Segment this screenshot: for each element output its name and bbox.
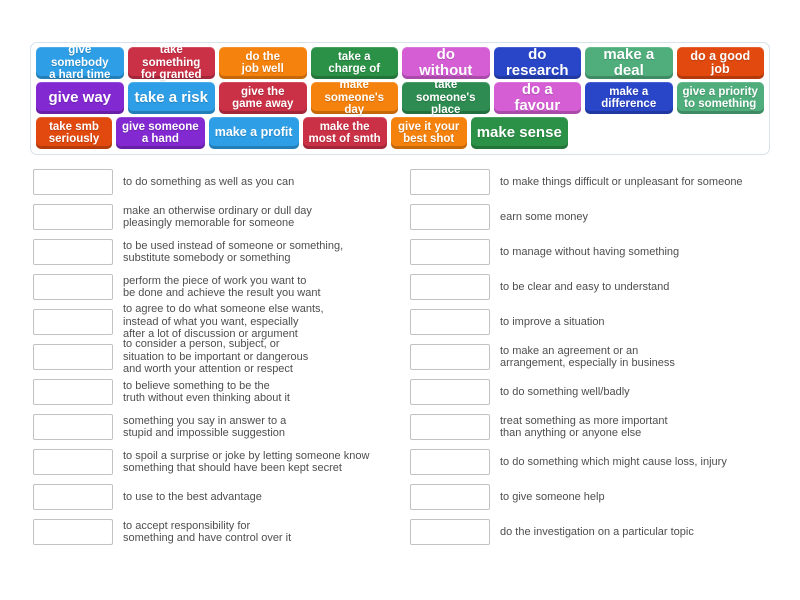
tile-row: give way take a risk give the game away mak… (36, 79, 764, 116)
word-tile[interactable]: take a risk (127, 82, 215, 114)
answer-drop-slot[interactable] (410, 344, 490, 370)
definition-text: to do something which might cause loss, … (500, 455, 727, 468)
definition-text: earn some money (500, 210, 589, 223)
definition-text: treat something as more important than a… (500, 414, 668, 440)
word-tile-panel: give somebody a hard time take something … (30, 42, 770, 155)
definition-row: to spoil a surprise or joke by letting s… (33, 449, 401, 475)
definition-text: to use to the best advantage (123, 490, 262, 503)
answer-drop-slot[interactable] (33, 169, 113, 195)
definition-text: to give someone help (500, 490, 605, 503)
definition-row: do the investigation on a particular top… (410, 519, 785, 545)
word-tile[interactable]: make the most of smth (302, 117, 387, 149)
definition-text: to consider a person, subject, or situat… (123, 338, 309, 376)
definition-row: to accept responsibility for something a… (33, 519, 401, 545)
answer-drop-slot[interactable] (33, 379, 113, 405)
word-tile[interactable]: give somebody a hard time (36, 44, 124, 81)
answer-drop-slot[interactable] (410, 484, 490, 510)
definition-text: to make things difficult or unpleasant f… (500, 175, 743, 188)
definition-row: make an otherwise ordinary or dull day p… (33, 204, 401, 230)
definition-row: to do something as well as you can (33, 169, 401, 195)
tile-row: take smb seriously give someone a hand mak… (36, 117, 764, 149)
definition-text: to be used instead of someone or somethi… (123, 239, 344, 265)
answer-drop-slot[interactable] (33, 239, 113, 265)
word-tile[interactable]: make someone's day (310, 79, 398, 116)
word-tile[interactable]: give the game away (219, 82, 307, 114)
definition-text: perform the piece of work you want to be… (123, 274, 321, 300)
answer-drop-slot[interactable] (33, 484, 113, 510)
definition-row: to consider a person, subject, or situat… (33, 338, 401, 375)
definition-row: to do something which might cause loss, … (410, 449, 785, 475)
definition-text: make an otherwise ordinary or dull day p… (123, 204, 312, 230)
definition-text: to do something well/badly (500, 385, 630, 398)
definitions-column-left: to do something as well as you can make a… (33, 169, 401, 554)
definition-row: to be used instead of someone or somethi… (33, 239, 401, 265)
word-tile[interactable]: give someone a hand (116, 117, 205, 149)
definition-row: to manage without having something (410, 239, 785, 265)
word-tile[interactable]: take someone's place (402, 79, 490, 116)
definition-row: to use to the best advantage (33, 484, 401, 510)
definition-text: to manage without having something (500, 245, 680, 258)
definition-row: something you say in answer to a stupid … (33, 414, 401, 440)
definition-row: to be clear and easy to understand (410, 274, 785, 300)
definition-text: to accept responsibility for something a… (123, 519, 292, 545)
answer-drop-slot[interactable] (33, 274, 113, 300)
answer-drop-slot[interactable] (33, 309, 113, 335)
definition-text: to improve a situation (500, 315, 605, 328)
word-tile[interactable]: give way (36, 82, 124, 114)
answer-drop-slot[interactable] (33, 204, 113, 230)
answer-drop-slot[interactable] (410, 169, 490, 195)
definition-text: to do something as well as you can (123, 175, 295, 188)
definition-text: something you say in answer to a stupid … (123, 414, 287, 440)
answer-drop-slot[interactable] (410, 239, 490, 265)
tile-row: give somebody a hard time take something … (36, 44, 764, 81)
word-tile[interactable]: make sense (470, 117, 568, 149)
answer-drop-slot[interactable] (410, 204, 490, 230)
answer-drop-slot[interactable] (410, 274, 490, 300)
word-tile[interactable]: take a charge of (310, 47, 398, 79)
definition-text: to make an agreement or an arrangement, … (500, 344, 675, 370)
word-tile[interactable]: do a good job (676, 47, 764, 79)
definition-text: to spoil a surprise or joke by letting s… (123, 449, 370, 475)
definition-row: to give someone help (410, 484, 785, 510)
word-tile[interactable]: make a profit (208, 117, 299, 149)
answer-drop-slot[interactable] (410, 379, 490, 405)
answer-drop-slot[interactable] (33, 449, 113, 475)
definition-row: treat something as more important than a… (410, 414, 785, 440)
answer-drop-slot[interactable] (410, 309, 490, 335)
word-tile[interactable]: make a deal (585, 46, 673, 79)
answer-drop-slot[interactable] (410, 449, 490, 475)
answer-drop-slot[interactable] (410, 414, 490, 440)
definition-text: do the investigation on a particular top… (500, 525, 694, 538)
word-tile[interactable]: take smb seriously (36, 117, 112, 149)
definition-row: earn some money (410, 204, 785, 230)
definition-text: to be clear and easy to understand (500, 280, 670, 293)
word-tile[interactable]: give a priority to something (676, 82, 764, 114)
definition-row: to make things difficult or unpleasant f… (410, 169, 785, 195)
definition-text: to agree to do what someone else wants, … (123, 303, 324, 341)
answer-drop-slot[interactable] (33, 414, 113, 440)
definition-row: perform the piece of work you want to be… (33, 274, 401, 300)
answer-drop-slot[interactable] (33, 344, 113, 370)
definition-row: to believe something to be the truth wit… (33, 379, 401, 405)
definition-row: to agree to do what someone else wants, … (33, 303, 401, 340)
definition-row: to make an agreement or an arrangement, … (410, 344, 785, 370)
word-tile[interactable]: do research (493, 46, 581, 79)
definition-row: to do something well/badly (410, 379, 785, 405)
word-tile[interactable]: do without (402, 46, 490, 79)
answer-drop-slot[interactable] (33, 519, 113, 545)
word-tile[interactable]: give it your best shot (390, 117, 467, 149)
word-tile[interactable]: do the job well (219, 47, 307, 79)
definitions-column-right: to make things difficult or unpleasant f… (410, 169, 785, 554)
word-tile[interactable]: make a difference (585, 82, 673, 114)
definition-text: to believe something to be the truth wit… (123, 379, 290, 405)
word-tile[interactable]: do a favour (493, 81, 581, 114)
definition-row: to improve a situation (410, 309, 785, 335)
answer-drop-slot[interactable] (410, 519, 490, 545)
word-tile[interactable]: take something for granted (127, 44, 215, 81)
